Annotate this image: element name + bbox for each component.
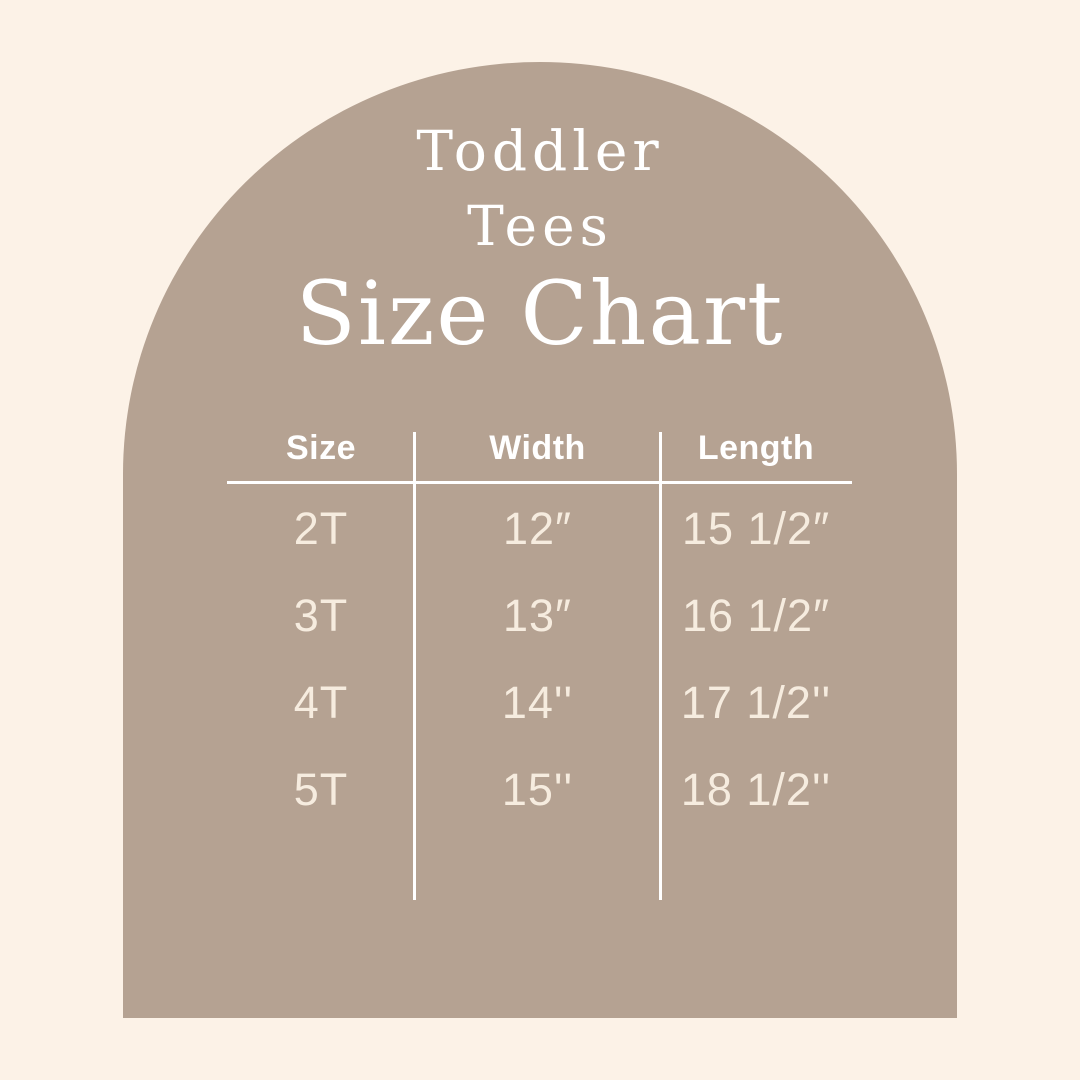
table-cell: 2T [293,502,349,554]
table-cell: 5T [293,763,349,815]
table-cell: 12″ [503,502,572,554]
column-header-length: Length [697,428,815,467]
column-header-width: Width [489,428,586,467]
table-row: 5T 15'' 18 1/2'' [227,746,852,833]
table-body: 2T 12″ 15 1/2″ 3T 13″ 16 1/2″ 4T 14'' 17 1/2'' 5T… [227,485,852,833]
table-cell: 16 1/2″ [681,589,831,641]
title-line-tees: Tees [467,194,613,258]
arch-background [123,62,957,1018]
table-row: 4T 14'' 17 1/2'' [227,659,852,746]
page-title: Size Chart [295,262,785,365]
column-header-size: Size [285,428,357,467]
table-cell: 15 1/2″ [681,502,831,554]
table-cell: 14'' [501,676,574,728]
table-cell: 18 1/2'' [680,763,832,815]
column-divider-1 [413,432,416,900]
header-underline-rule [227,481,852,484]
table-row: 3T 13″ 16 1/2″ [227,572,852,659]
table-header-row: Size Width Length [227,426,852,470]
table-cell: 3T [293,589,349,641]
table-cell: 4T [293,676,349,728]
table-cell: 13″ [503,589,572,641]
table-cell: 17 1/2'' [680,676,832,728]
column-divider-2 [659,432,662,900]
title-line-toddler: Toddler [416,119,664,183]
table-cell: 15'' [501,763,574,815]
table-row: 2T 12″ 15 1/2″ [227,485,852,572]
